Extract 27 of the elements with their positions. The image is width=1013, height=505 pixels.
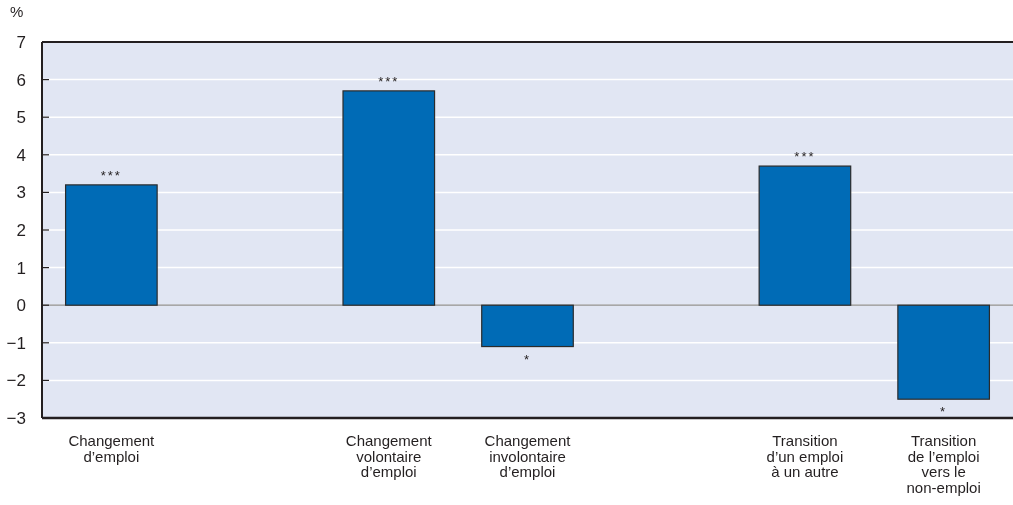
y-tick-label: 4: [16, 145, 26, 165]
y-tick-label: −2: [6, 371, 26, 391]
bar: [342, 90, 436, 306]
bar: [758, 165, 852, 306]
y-tick-label: −1: [6, 333, 26, 353]
y-axis-title: %: [10, 3, 24, 20]
y-tick-label: −3: [6, 408, 26, 428]
bar: [897, 304, 991, 400]
y-tick-label: 0: [16, 296, 26, 316]
bar: [481, 304, 574, 348]
x-tick-label: Transition de l’emploi vers le non-emploi: [906, 432, 981, 496]
y-tick-label: 3: [16, 183, 26, 203]
annotation: *: [523, 351, 532, 367]
annotation: *: [940, 404, 948, 420]
annotation: ***: [100, 167, 122, 183]
y-tick-label: 6: [16, 70, 26, 90]
x-tick-label: Transition d’un emploi à un autre: [766, 432, 844, 480]
y-tick-label: 1: [16, 258, 26, 278]
y-tick-label: 2: [16, 220, 26, 240]
x-tick-label: Changement involontaire d’emploi: [484, 432, 572, 480]
x-tick-label: Changement d’emploi: [68, 432, 156, 465]
x-tick-label: Changement volontaire d’emploi: [345, 432, 433, 480]
annotation: ***: [378, 73, 400, 89]
bar: [64, 184, 158, 306]
y-tick-label: 7: [16, 32, 26, 52]
y-tick-label: 5: [16, 108, 26, 128]
annotation: ***: [794, 149, 816, 165]
